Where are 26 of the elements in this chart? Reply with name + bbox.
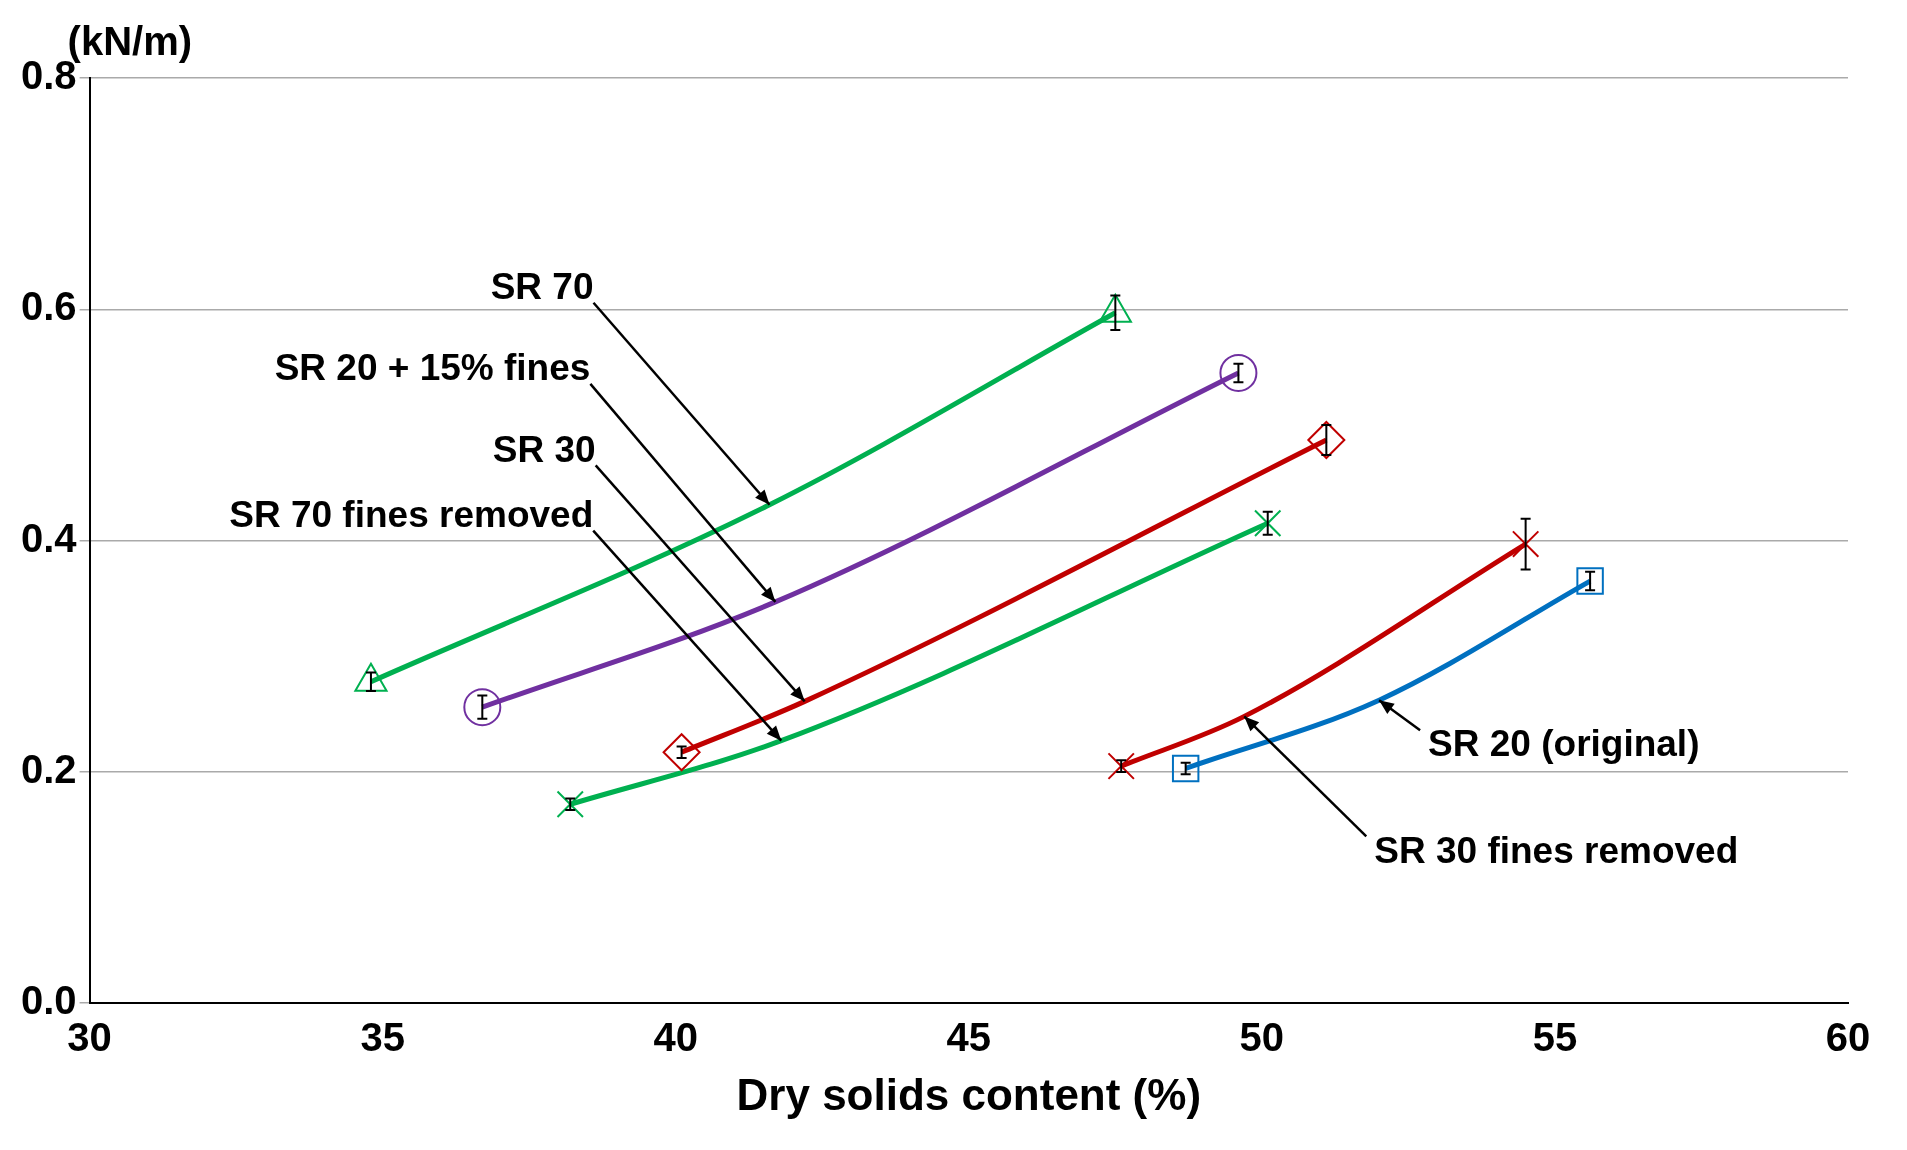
- point: [1107, 752, 1135, 780]
- point: [556, 790, 584, 819]
- y-tick-label: 0.4: [21, 515, 78, 560]
- text: SR 70 fines removed: [229, 493, 594, 535]
- x-tick-label: 40: [653, 1015, 698, 1060]
- y-tick-label: 0.6: [21, 284, 77, 329]
- text: SR 20 + 15% fines: [274, 347, 591, 389]
- x-tick-label: 35: [360, 1015, 405, 1060]
- point: [662, 733, 701, 772]
- point: [1307, 420, 1346, 459]
- x-tick-label: 45: [946, 1015, 992, 1060]
- x-tick-label: 50: [1239, 1015, 1285, 1060]
- point: [463, 688, 502, 727]
- point: [1576, 567, 1604, 595]
- x-tick-label: 60: [1825, 1015, 1871, 1060]
- point: [1171, 754, 1200, 783]
- series-label: SR 20 (original): [1428, 723, 1700, 765]
- point: [1254, 509, 1282, 537]
- x-axis-title: Dry solids content (%): [736, 1069, 1202, 1119]
- point: [1511, 530, 1540, 558]
- text: SR 30 fines removed: [1374, 829, 1739, 871]
- x-tick-label: 55: [1532, 1015, 1578, 1060]
- text: SR 30: [492, 428, 596, 470]
- point: [1219, 353, 1258, 392]
- text: SR 70: [490, 265, 594, 307]
- y-tick-label: 0.2: [21, 746, 77, 791]
